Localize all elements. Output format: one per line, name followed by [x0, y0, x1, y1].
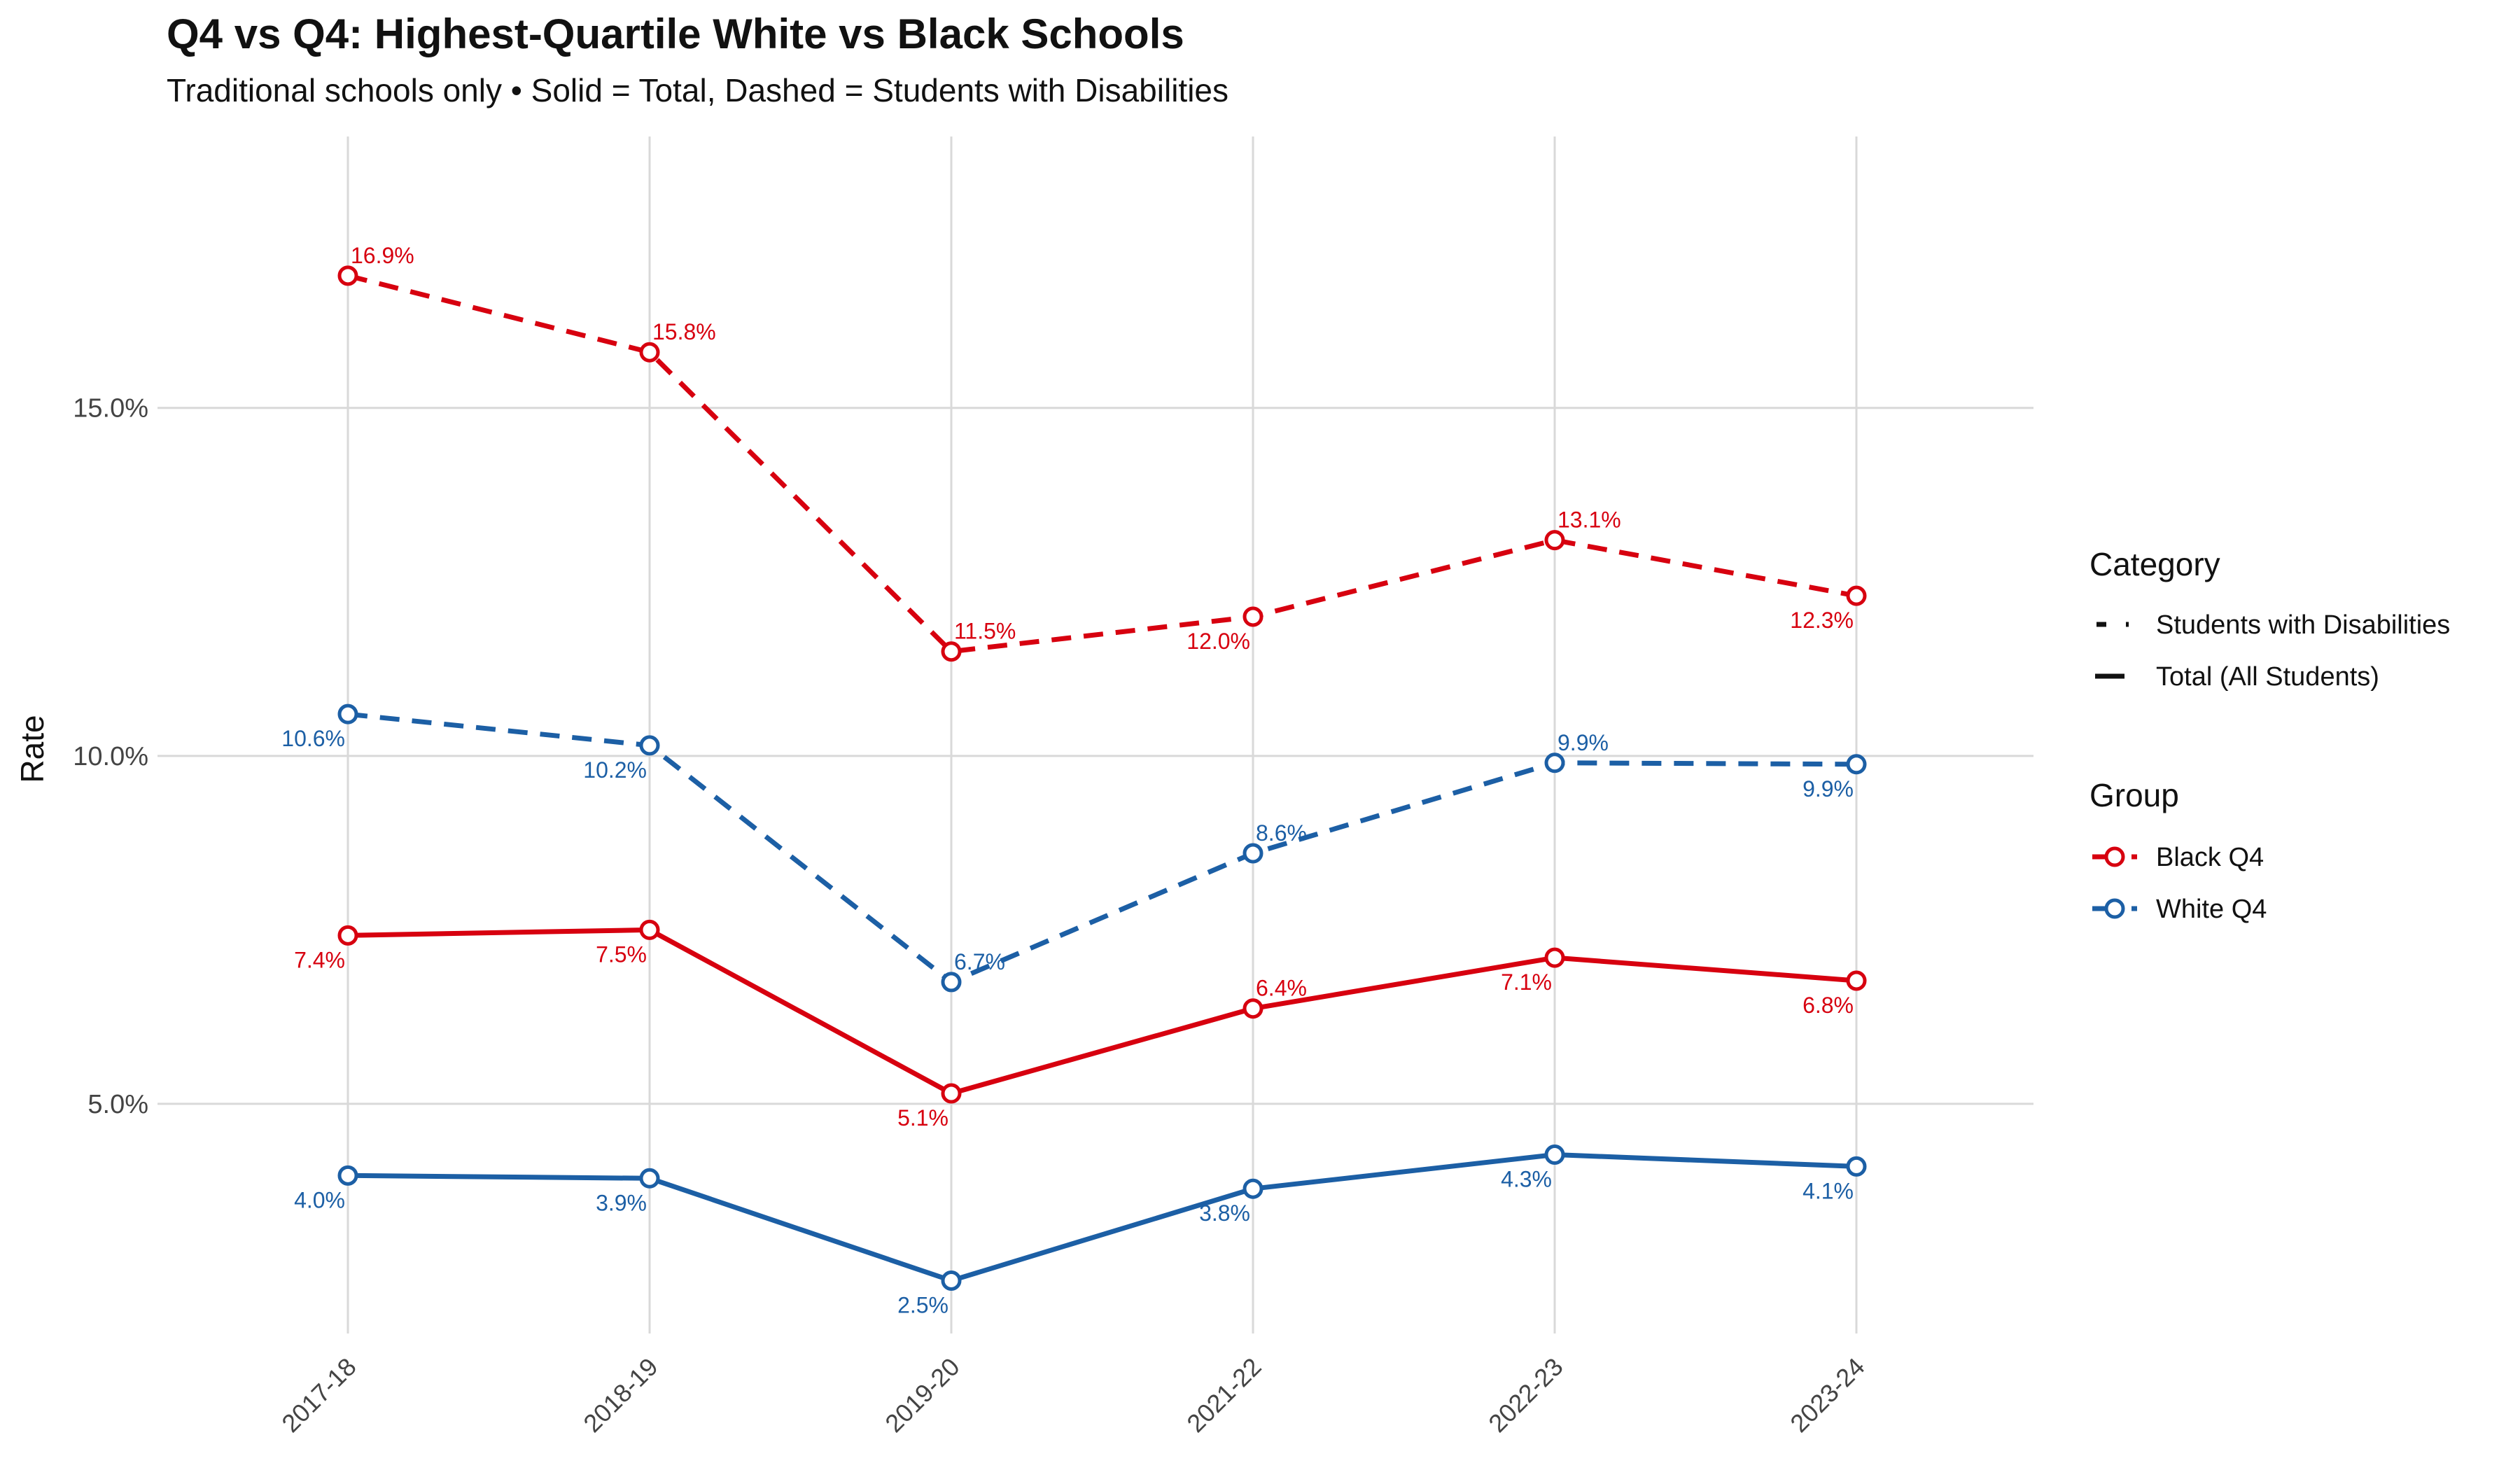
data-label: 10.2%: [583, 757, 647, 783]
data-point: [941, 972, 962, 993]
data-point: [1846, 585, 1867, 606]
y-axis-label: Rate: [14, 715, 50, 783]
data-label: 8.6%: [1256, 820, 1307, 846]
y-tick-label: 5.0%: [88, 1090, 148, 1119]
data-point: [337, 1165, 358, 1186]
data-point: [1242, 843, 1264, 864]
data-point: [1242, 606, 1264, 627]
legend-title-category: Category: [2090, 546, 2220, 582]
data-point: [941, 641, 962, 662]
x-tick-label: 2021-22: [1181, 1352, 1266, 1438]
data-point: [1544, 752, 1565, 774]
data-label: 15.8%: [652, 319, 716, 344]
x-tick-label: 2023-24: [1784, 1352, 1870, 1438]
data-label: 6.4%: [1256, 976, 1307, 1001]
data-label: 9.9%: [1558, 730, 1609, 755]
data-label: 3.9%: [596, 1190, 647, 1215]
data-point: [639, 919, 660, 940]
grid-lines: [158, 136, 2033, 1334]
series-line: [347, 273, 1857, 654]
data-label: 4.3%: [1501, 1166, 1552, 1191]
data-point: [1846, 1156, 1867, 1177]
data-point: [337, 704, 358, 724]
x-tick-label: 2019-20: [879, 1352, 965, 1438]
legend: Category Students with Disabilities Total …: [2090, 546, 2450, 924]
data-label: 13.1%: [1558, 507, 1621, 533]
data-point: [941, 1270, 962, 1291]
data-label: 6.7%: [954, 949, 1005, 974]
chart-title: Q4 vs Q4: Highest-Quartile White vs Blac…: [167, 10, 1184, 57]
data-label: 7.4%: [294, 947, 345, 972]
data-point: [1242, 998, 1264, 1019]
data-label: 9.9%: [1802, 776, 1854, 802]
data-label: 2.5%: [897, 1292, 948, 1317]
series-line: [347, 1152, 1857, 1283]
data-point: [639, 1168, 660, 1189]
data-label: 5.1%: [897, 1105, 948, 1130]
data-point: [337, 265, 358, 286]
legend-label: White Q4: [2156, 895, 2267, 924]
x-tick-label: 2018-19: [578, 1352, 663, 1438]
legend-title-group: Group: [2090, 777, 2179, 813]
data-point: [941, 1083, 962, 1104]
data-point: [639, 342, 660, 363]
data-point: [639, 735, 660, 756]
legend-label: Black Q4: [2156, 843, 2264, 872]
y-tick-label: 15.0%: [73, 394, 148, 424]
legend-label: Total (All Students): [2156, 662, 2379, 692]
y-tick-label: 10.0%: [73, 742, 148, 771]
x-tick-label: 2017-18: [276, 1352, 361, 1438]
data-point: [337, 925, 358, 946]
data-label: 7.5%: [596, 941, 647, 967]
x-tick-label: 2022-23: [1483, 1352, 1568, 1438]
x-axis: 2017-18 2018-19 2019-20 2021-22 2022-23 2023-…: [276, 1352, 1870, 1438]
data-point: [1242, 1178, 1264, 1199]
data-point: [1544, 530, 1565, 551]
data-label: 7.1%: [1501, 969, 1552, 995]
data-point: [1544, 947, 1565, 968]
data-label: 10.6%: [281, 726, 345, 751]
data-label: 11.5%: [954, 619, 1016, 644]
data-label: 12.3%: [1790, 608, 1854, 633]
data-labels: 16.9% 15.8% 11.5% 12.0% 13.1% 12.3% 10.6% 10.2%…: [281, 243, 1854, 1318]
data-label: 16.9%: [351, 243, 414, 268]
series-group: [337, 265, 1867, 1291]
data-point: [1544, 1144, 1565, 1165]
data-point: [1846, 754, 1867, 775]
y-axis: 5.0% 10.0% 15.0%: [73, 394, 148, 1119]
data-label: 4.0%: [294, 1187, 345, 1212]
legend-marker: [2104, 898, 2125, 919]
chart-subtitle: Traditional schools only • Solid = Total…: [167, 72, 1229, 108]
series-line: [347, 711, 1857, 985]
legend-marker: [2104, 846, 2125, 867]
data-label: 6.8%: [1802, 993, 1854, 1018]
data-label: 12.0%: [1186, 629, 1250, 654]
series-line: [347, 927, 1857, 1096]
data-label: 3.8%: [1199, 1200, 1250, 1226]
data-point: [1846, 970, 1867, 991]
legend-label: Students with Disabilities: [2156, 610, 2450, 640]
data-label: 4.1%: [1802, 1178, 1854, 1203]
